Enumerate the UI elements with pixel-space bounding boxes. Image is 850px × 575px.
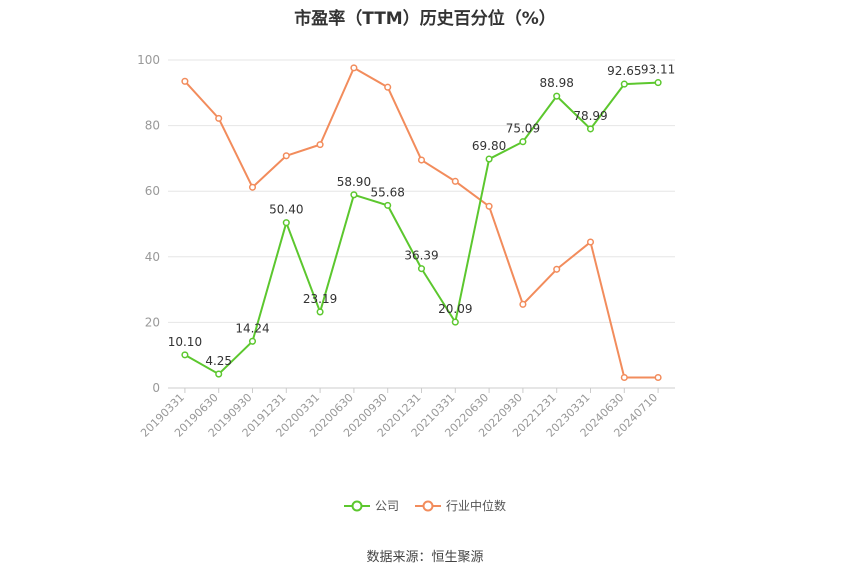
legend-label-company: 公司 <box>374 499 399 513</box>
data-label: 14.24 <box>235 321 269 335</box>
data-label: 36.39 <box>404 249 438 263</box>
legend-marker-company <box>343 500 370 511</box>
data-label: 50.40 <box>269 203 303 217</box>
data-point-0 <box>553 92 561 100</box>
data-point-1 <box>282 152 290 160</box>
data-label: 58.90 <box>337 175 371 189</box>
data-point-1 <box>553 265 561 273</box>
data-point-1 <box>485 202 493 210</box>
y-tick-label: 20 <box>145 315 160 329</box>
data-point-0 <box>654 79 662 87</box>
legend-marker-industry-median <box>415 500 441 511</box>
y-tick-label: 100 <box>137 53 160 67</box>
data-point-0 <box>485 155 493 163</box>
data-point-0 <box>282 219 290 227</box>
legend: 公司 行业中位数 <box>0 497 850 514</box>
data-point-0 <box>384 201 392 209</box>
data-point-1 <box>451 177 459 185</box>
y-tick-label: 80 <box>145 119 160 133</box>
data-label: 55.68 <box>371 185 405 199</box>
source-note: 数据来源：恒生聚源 <box>366 550 484 565</box>
data-point-1 <box>519 300 527 308</box>
data-label: 78.99 <box>573 109 607 123</box>
data-point-1 <box>248 183 257 191</box>
data-point-1 <box>417 156 426 164</box>
grid-lines <box>168 59 675 323</box>
data-point-1 <box>620 373 628 382</box>
data-point-0 <box>586 125 595 133</box>
y-tick-label: 40 <box>145 250 160 264</box>
data-point-1 <box>316 141 324 149</box>
chart-title: 市盈率（TTM）历史百分位（%） <box>294 9 556 29</box>
data-point-1 <box>181 77 189 85</box>
data-label: 23.19 <box>303 292 337 306</box>
data-point-0 <box>181 351 189 359</box>
data-point-1 <box>384 83 392 91</box>
data-point-1 <box>586 238 595 246</box>
data-point-1 <box>350 64 358 72</box>
data-point-0 <box>417 265 426 273</box>
legend-item-company[interactable]: 公司 <box>343 497 399 514</box>
data-label: 92.65 <box>607 64 641 78</box>
data-label: 69.80 <box>472 139 506 153</box>
legend-item-industry-median[interactable]: 行业中位数 <box>415 497 506 514</box>
data-point-1 <box>654 373 662 382</box>
y-tick-label: 60 <box>145 184 160 198</box>
data-point-0 <box>519 138 527 146</box>
data-point-0 <box>248 337 257 345</box>
data-point-0 <box>620 80 628 88</box>
data-point-0 <box>451 318 459 326</box>
data-label: 20.09 <box>438 302 472 316</box>
data-label: 93.11 <box>641 63 675 77</box>
data-label: 10.10 <box>168 335 202 349</box>
data-point-0 <box>215 370 223 378</box>
data-point-0 <box>316 308 324 316</box>
data-label: 4.25 <box>205 354 232 368</box>
data-point-1 <box>215 114 223 122</box>
data-label: 88.98 <box>540 76 574 90</box>
legend-label-industry-median: 行业中位数 <box>446 499 507 513</box>
y-tick-label: 0 <box>152 381 160 395</box>
series-layer <box>181 64 662 382</box>
data-label: 75.09 <box>506 122 540 136</box>
data-point-0 <box>350 191 358 199</box>
